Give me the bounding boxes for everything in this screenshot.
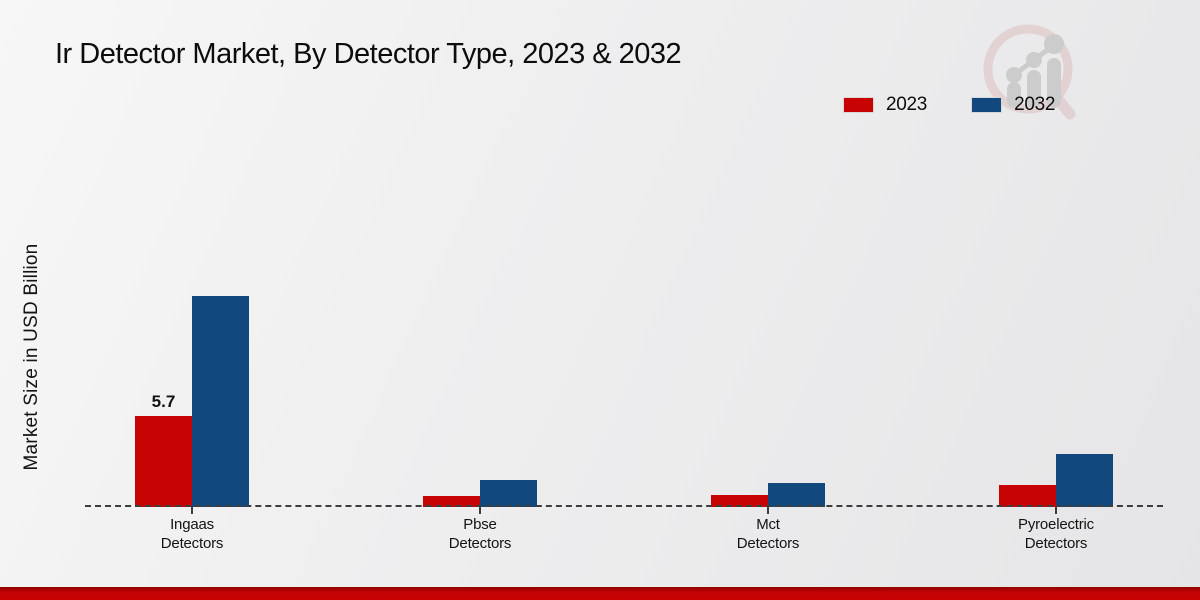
legend-label-2023: 2023 xyxy=(886,94,928,115)
bar-value-label: 5.7 xyxy=(151,392,176,411)
legend-swatch-2023 xyxy=(843,97,874,113)
bar-2023-cat0 xyxy=(135,416,192,507)
category-label-cat1: Pbse Detectors xyxy=(448,516,512,552)
x-axis-tick xyxy=(191,507,193,514)
legend-label-2032: 2032 xyxy=(1014,94,1056,115)
category-label-cat2: Mct Detectors xyxy=(736,516,800,552)
bar-2023-cat2 xyxy=(711,495,768,507)
bar-2032-cat0 xyxy=(192,296,249,507)
legend: 2023 2032 xyxy=(843,94,1055,116)
x-axis-tick xyxy=(767,507,769,514)
bar-2032-cat1 xyxy=(480,480,537,507)
x-axis-baseline xyxy=(85,505,1163,507)
brand-watermark-icon xyxy=(983,24,1076,120)
bar-2023-cat3 xyxy=(999,485,1056,507)
legend-item-2032: 2032 xyxy=(971,94,1055,116)
x-axis-tick xyxy=(1055,507,1057,514)
legend-swatch-2032 xyxy=(971,97,1003,113)
category-label-cat0: Ingaas Detectors xyxy=(160,516,224,552)
bar-2032-cat3 xyxy=(1056,454,1113,507)
bar-2032-cat2 xyxy=(768,483,825,507)
bar-2023-cat1 xyxy=(423,496,480,507)
page-title: Ir Detector Market, By Detector Type, 20… xyxy=(55,38,682,70)
legend-item-2023: 2023 xyxy=(843,94,927,116)
x-axis-tick xyxy=(479,507,481,514)
category-label-cat3: Pyroelectric Detectors xyxy=(1018,516,1094,552)
bottom-accent-bar xyxy=(0,587,1200,600)
